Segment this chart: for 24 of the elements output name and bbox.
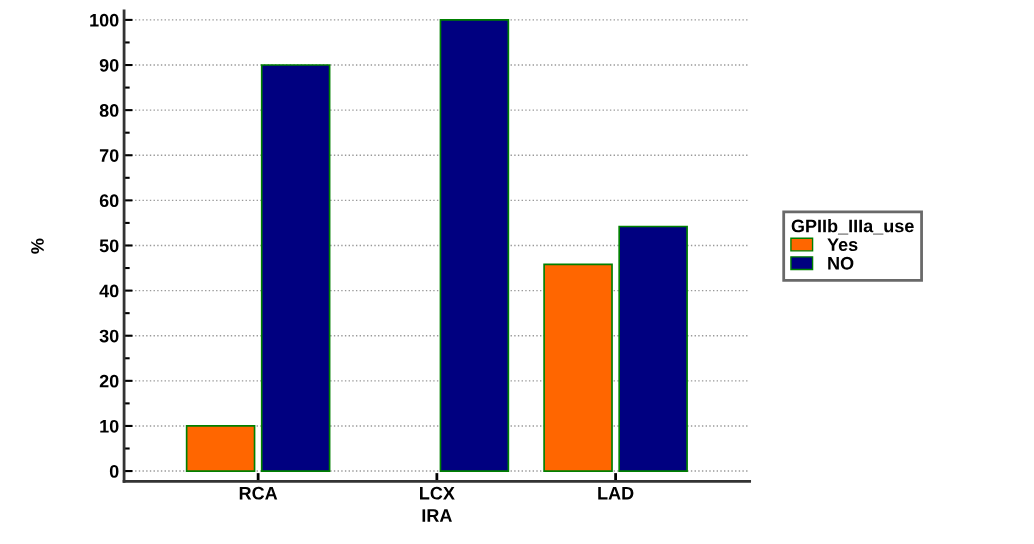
y-tick-label: 70 [99,149,119,162]
y-tick-label: 10 [100,419,119,433]
bar [543,263,613,472]
y-tick-label: 100 [90,13,119,27]
y-tick-label: 80 [99,104,119,117]
x-tick-label: LCX [420,486,455,500]
bar [260,64,331,472]
y-tick-label: 90 [99,58,119,72]
y-tick-label: 30 [99,329,119,343]
bar [439,19,510,472]
x-tick-label: LAD [598,486,634,500]
y-tick-label: 50 [99,239,119,253]
y-tick-label: 20 [99,374,119,388]
x-tick-label: RCA [239,486,278,500]
bar [185,425,256,472]
y-tick-label: 0 [109,465,119,478]
x-axis-title: IRA [422,509,452,522]
legend-title: GPIIb_IIIa_use [791,219,914,235]
y-tick-label: 40 [99,284,119,298]
legend-label: Yes [827,238,858,252]
y-axis-title: % [31,238,44,254]
bar [618,225,688,472]
y-tick-label: 60 [99,194,119,208]
legend-label: NO [828,256,854,270]
